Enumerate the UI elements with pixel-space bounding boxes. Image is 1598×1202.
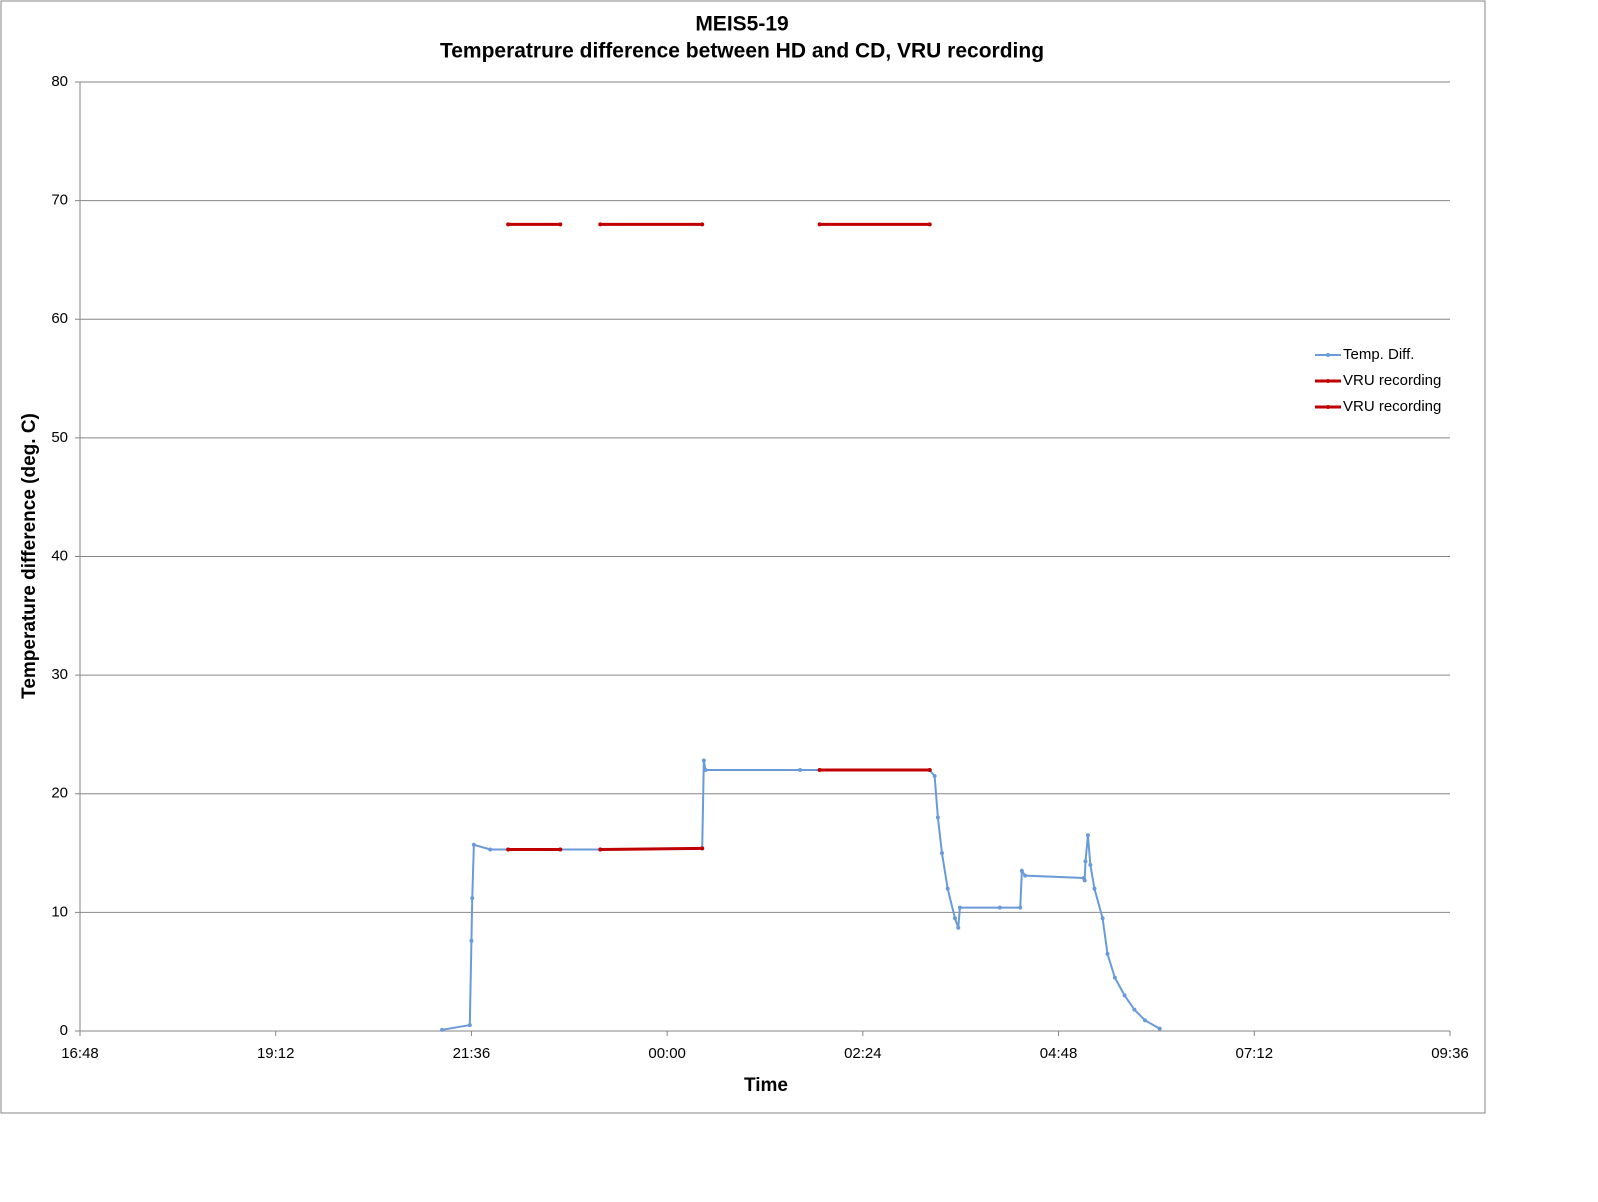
point [927, 222, 932, 227]
point [701, 758, 706, 763]
x-tick-label: 21:36 [453, 1045, 491, 1062]
point [1085, 833, 1090, 838]
x-tick-label: 07:12 [1236, 1045, 1274, 1062]
point [956, 925, 961, 930]
point [1019, 868, 1024, 873]
point [488, 847, 493, 852]
point [598, 847, 603, 852]
x-tick-label: 09:36 [1431, 1045, 1469, 1062]
chart-title: MEIS5-19 [695, 13, 788, 36]
y-tick-label: 20 [51, 785, 68, 802]
point [997, 905, 1002, 910]
legend-marker [1326, 405, 1330, 409]
point [1122, 993, 1127, 998]
point [939, 851, 944, 856]
point [1112, 975, 1117, 980]
point [471, 842, 476, 847]
legend-label: VRU recording [1343, 398, 1441, 415]
x-axis-title: Time [744, 1075, 788, 1096]
point [440, 1027, 445, 1032]
point [467, 1023, 472, 1028]
point [953, 916, 958, 921]
x-tick-label: 16:48 [61, 1045, 99, 1062]
y-tick-label: 60 [51, 310, 68, 327]
x-tick-label: 19:12 [257, 1045, 295, 1062]
y-tick-label: 10 [51, 903, 68, 920]
point [1023, 873, 1028, 878]
point [817, 222, 822, 227]
x-tick-label: 02:24 [844, 1045, 882, 1062]
point [1100, 916, 1105, 921]
point [927, 768, 932, 773]
y-tick-label: 80 [51, 73, 68, 90]
point [598, 222, 603, 227]
y-axis-title: Temperature difference (deg. C) [19, 413, 40, 699]
point [558, 847, 563, 852]
point [1083, 859, 1088, 864]
point [700, 222, 705, 227]
point [558, 222, 563, 227]
point [703, 768, 708, 773]
point [957, 905, 962, 910]
y-tick-label: 0 [60, 1022, 68, 1039]
y-tick-label: 50 [51, 429, 68, 446]
series-line [600, 846, 703, 852]
point [798, 768, 803, 773]
point [506, 222, 511, 227]
legend-label: VRU recording [1343, 372, 1441, 389]
y-tick-label: 40 [51, 547, 68, 564]
y-tick-label: 70 [51, 192, 68, 209]
legend-label: Temp. Diff. [1343, 346, 1414, 363]
x-tick-label: 04:48 [1040, 1045, 1078, 1062]
point [470, 896, 475, 901]
point [469, 938, 474, 943]
x-tick-label: 00:00 [648, 1045, 686, 1062]
point [1143, 1018, 1148, 1023]
point [1018, 905, 1023, 910]
point [945, 886, 950, 891]
point [932, 773, 937, 778]
y-tick-label: 30 [51, 666, 68, 683]
chart-subtitle: Temperatrure difference between HD and C… [440, 40, 1044, 63]
legend-marker [1326, 379, 1330, 383]
point [1132, 1007, 1137, 1012]
point [935, 815, 940, 820]
point [1105, 951, 1110, 956]
point [1157, 1026, 1162, 1031]
point [506, 847, 511, 852]
point [817, 768, 822, 773]
point [1092, 886, 1097, 891]
point [1088, 862, 1093, 867]
legend-marker [1326, 353, 1330, 357]
point [700, 846, 705, 851]
point [1082, 878, 1087, 883]
